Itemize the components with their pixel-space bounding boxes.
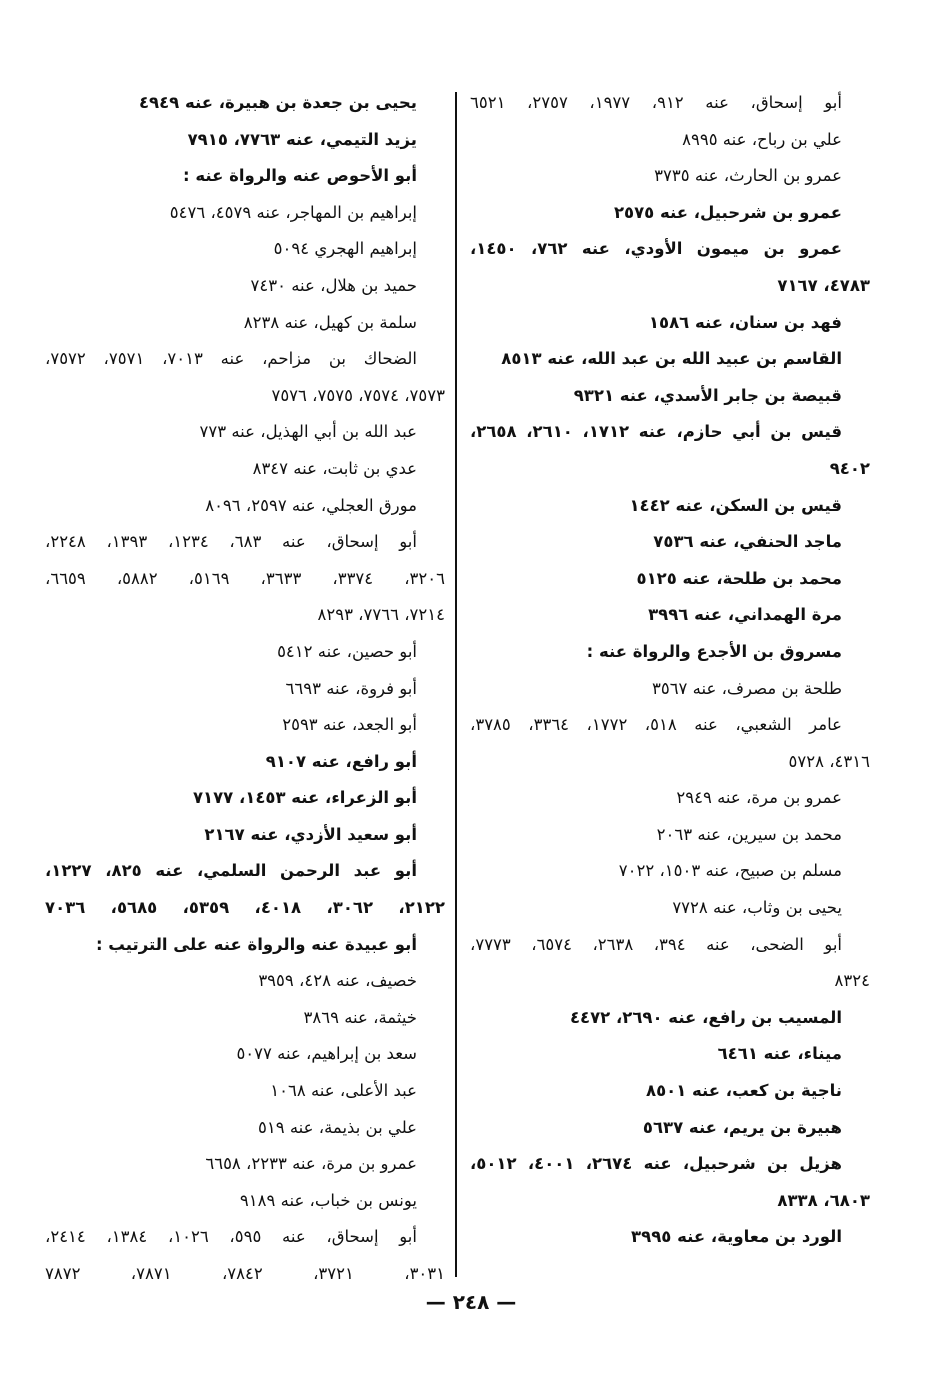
- index-entry: طلحة بن مصرف، عنه ٣٥٦٧: [651, 678, 842, 698]
- index-entry: المسيب بن رافع، عنه ٢٦٩٠، ٤٤٧٢: [569, 1007, 842, 1027]
- index-entry: أبو إسحاق، عنه ٩١٢، ١٩٧٧، ٢٧٥٧، ٦٥٢١: [470, 93, 842, 112]
- index-entry: عبد الله بن أبي الهذيل، عنه ٧٧٣: [199, 422, 417, 442]
- index-entry-continuation: ٣٢٠٦، ٣٣٧٤، ٣٦٣٣، ٥١٦٩، ٥٨٨٢، ٦٦٥٩،: [45, 568, 445, 588]
- column-divider: [455, 92, 457, 1277]
- index-entry: أبو الجعد، عنه ٢٥٩٣: [282, 715, 417, 735]
- index-entry: أبو حصين، عنه ٥٤١٢: [277, 641, 417, 661]
- index-entry-continuation: ٣٠٣١، ٣٧٢١، ٧٨٤٢، ٧٨٧١، ٧٨٧٢: [45, 1264, 445, 1283]
- index-entry: خصيف، عنه ٤٢٨، ٣٩٥٩: [258, 971, 417, 991]
- index-entry: أبو الزعراء، عنه ١٤٥٣، ٧١٧٧: [192, 788, 417, 808]
- index-entry: عامر الشعبي، عنه ٥١٨، ١٧٧٢، ٣٣٦٤، ٣٧٨٥،: [470, 715, 842, 735]
- index-entry-continuation: ٧٢١٤، ٧٧٦٦، ٨٢٩٣: [317, 605, 445, 625]
- index-entry: سلمة بن كهيل، عنه ٨٢٣٨: [243, 312, 417, 332]
- index-entry: قبيصة بن جابر الأسدي، عنه ٩٣٢١: [573, 385, 842, 405]
- index-entry: قيس بن أبي حازم، عنه ١٧١٢، ٢٦١٠، ٢٦٥٨،: [470, 422, 842, 442]
- left-column: يحيى بن جعدة بن هبيرة، عنه ٤٩٤٩ يزيد التي…: [45, 85, 445, 1293]
- index-entry: عمرو بن شرحبيل، عنه ٢٥٧٥: [613, 202, 842, 222]
- index-entry: أبو عبيدة عنه والرواة عنه على الترتيب :: [95, 934, 417, 954]
- index-entry: أبو الضحى، عنه ٣٩٤، ٢٦٣٨، ٦٥٧٤، ٧٧٧٣،: [470, 934, 842, 954]
- index-entry: يحيى بن جعدة بن هبيرة، عنه ٤٩٤٩: [138, 93, 417, 112]
- index-entry: محمد بن طلحة، عنه ٥١٢٥: [636, 568, 842, 588]
- index-entry: هبيرة بن يريم، عنه ٥٦٣٧: [642, 1117, 842, 1137]
- index-entry: الضحاك بن مزاحم، عنه ٧٠١٣، ٧٥٧١، ٧٥٧٢،: [45, 349, 417, 369]
- index-entry: محمد بن سيرين، عنه ٢٠٦٣: [656, 824, 842, 844]
- index-entry-continuation: ٦٨٠٣، ٨٣٣٨: [777, 1190, 870, 1210]
- index-entry: عمرو بن مرة، عنه ٢٩٤٩: [676, 788, 842, 808]
- index-entry-continuation: ٤٧٨٣، ٧١٦٧: [777, 275, 870, 295]
- index-entry: مسلم بن صبيح، عنه ١٥٠٣، ٧٠٢٢: [618, 861, 842, 881]
- index-entry: علي بن رباح، عنه ٨٩٩٥: [682, 129, 842, 149]
- index-entry: أبو الأحوص عنه والرواة عنه :: [183, 166, 417, 186]
- index-entry: هزيل بن شرحبيل، عنه ٢٦٧٤، ٤٠٠١، ٥٠١٢،: [470, 1154, 842, 1174]
- index-entry-continuation: ٧٥٧٣، ٧٥٧٤، ٧٥٧٥، ٧٥٧٦: [271, 385, 445, 405]
- index-entry-continuation: ٨٣٢٤: [834, 971, 870, 991]
- index-entry: علي بن بذيمة، عنه ٥١٩: [257, 1117, 417, 1137]
- index-entry: حميد بن هلال، عنه ٧٤٣٠: [250, 275, 418, 295]
- index-entry: ماجد الحنفي، عنه ٧٥٣٦: [653, 532, 842, 552]
- index-entry-continuation: ٩٤٠٢: [829, 458, 870, 478]
- index-entry: عمرو بن مرة، عنه ٢٢٣٣، ٦٦٥٨: [205, 1154, 417, 1174]
- index-entry: مسروق بن الأجدع والرواة عنه :: [586, 641, 842, 661]
- index-entry: فهد بن سنان، عنه ١٥٨٦: [648, 312, 842, 332]
- index-entry: ناجية بن كعب، عنه ٨٥٠١: [646, 1081, 842, 1101]
- right-column: أبو إسحاق، عنه ٩١٢، ١٩٧٧، ٢٧٥٧، ٦٥٢١ علي …: [470, 85, 870, 1256]
- index-entry: ميناء، عنه ٦٤٦١: [717, 1044, 842, 1064]
- index-entry: القاسم بن عبيد الله بن عبد الله، عنه ٨٥١…: [501, 349, 842, 369]
- index-entry: الورد بن معاوية، عنه ٣٩٩٥: [631, 1227, 842, 1247]
- index-entry: مرة الهمداني، عنه ٣٩٩٦: [648, 605, 842, 625]
- index-entry: أبو إسحاق، عنه ٥٩٥، ١٠٢٦، ١٣٨٤، ٢٤١٤،: [45, 1227, 417, 1247]
- index-entry: قيس بن السكن، عنه ١٤٤٢: [629, 495, 842, 515]
- index-entry: عمرو بن ميمون الأودي، عنه ٧٦٢، ١٤٥٠،: [470, 239, 842, 259]
- index-entry: يحيى بن وثاب، عنه ٧٧٢٨: [672, 898, 842, 918]
- index-entry: أبو رافع، عنه ٩١٠٧: [265, 751, 417, 771]
- index-entry: إبراهيم الهجري ٥٠٩٤: [273, 239, 417, 259]
- index-entry-continuation: ٤٣١٦، ٥٧٢٨: [788, 751, 870, 771]
- index-entry: يزيد التيمي، عنه ٧٧٦٣، ٧٩١٥: [187, 129, 417, 149]
- index-entry: أبو عبد الرحمن السلمي، عنه ٨٢٥، ١٢٢٧،: [45, 861, 417, 881]
- index-entry-continuation: ٢١٢٢، ٣٠٦٢، ٤٠١٨، ٥٣٥٩، ٥٦٨٥، ٧٠٣٦: [45, 898, 445, 918]
- index-entry: أبو سعيد الأزدي، عنه ٢١٦٧: [204, 824, 417, 844]
- index-entry: عمرو بن الحارث، عنه ٣٧٣٥: [654, 166, 842, 186]
- index-entry: أبو فروة، عنه ٦٦٩٣: [285, 678, 418, 698]
- index-entry: مورق العجلي، عنه ٢٥٩٧، ٨٠٩٦: [205, 495, 417, 515]
- index-entry: إبراهيم بن المهاجر، عنه ٤٥٧٩، ٥٤٧٦: [169, 202, 417, 222]
- index-entry: عدي بن ثابت، عنه ٨٣٤٧: [252, 458, 417, 478]
- index-entry: يونس بن خباب، عنه ٩١٨٩: [239, 1190, 417, 1210]
- index-entry: عبد الأعلى، عنه ١٠٦٨: [270, 1081, 417, 1101]
- index-entry: خيثمة، عنه ٣٨٦٩: [303, 1007, 417, 1027]
- page-number: — ٢٤٨ —: [425, 1290, 517, 1314]
- index-entry: أبو إسحاق، عنه ٦٨٣، ١٢٣٤، ١٣٩٣، ٢٢٤٨،: [45, 532, 417, 552]
- index-entry: سعد بن إبراهيم، عنه ٥٠٧٧: [236, 1044, 417, 1064]
